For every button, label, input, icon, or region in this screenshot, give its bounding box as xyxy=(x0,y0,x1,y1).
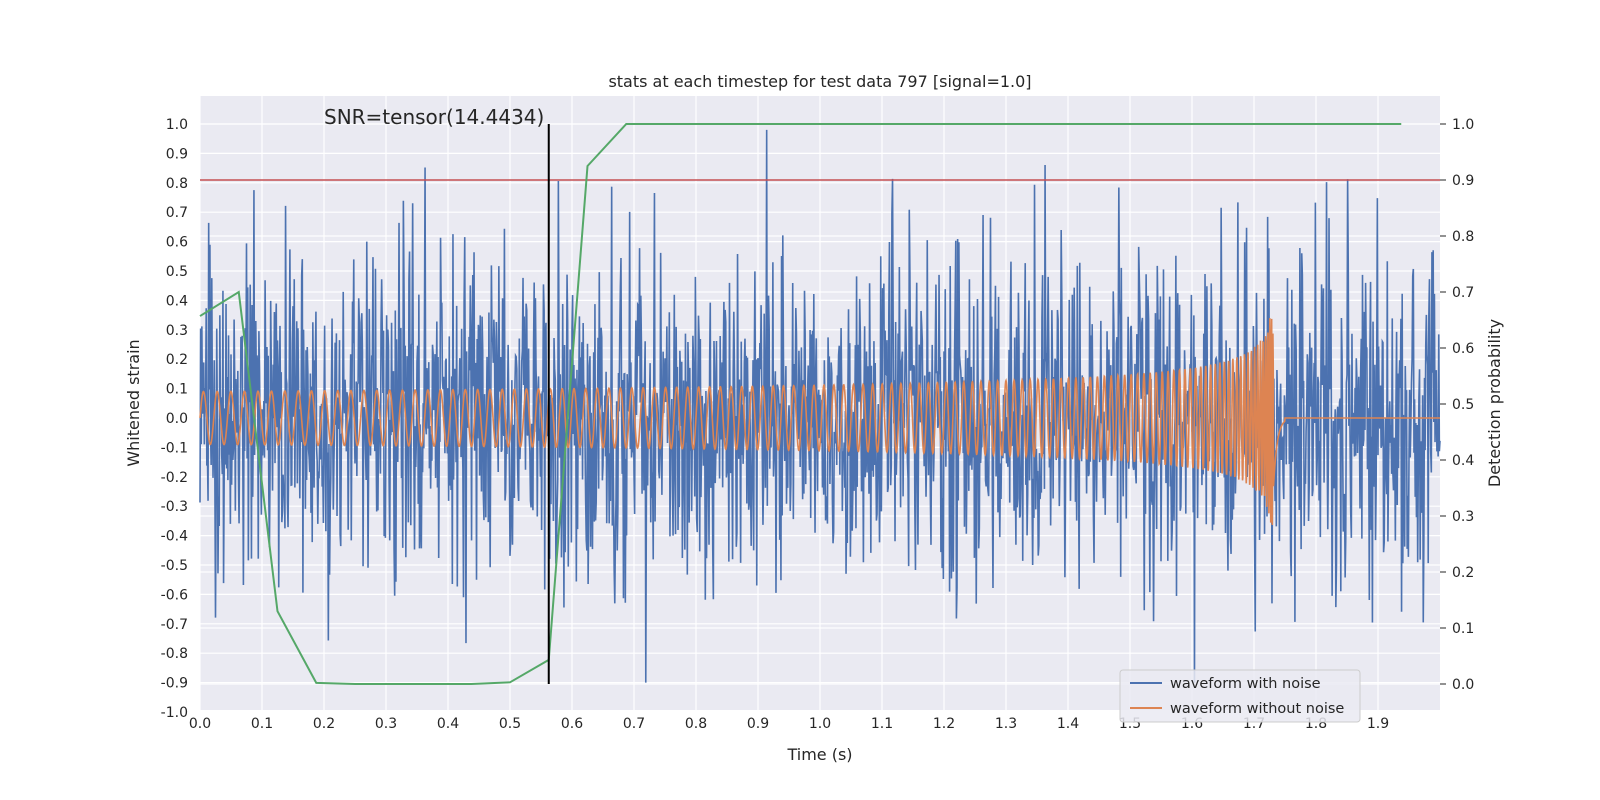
y-tick-label: -0.7 xyxy=(161,617,188,633)
y-tick-label: 1.0 xyxy=(166,117,188,133)
x-tick-label: 1.2 xyxy=(933,716,955,732)
x-tick-label: 1.0 xyxy=(809,716,831,732)
y-tick-label: -0.4 xyxy=(161,529,188,545)
x-tick-label: 0.8 xyxy=(685,716,707,732)
x-tick-label: 1.9 xyxy=(1367,716,1389,732)
x-tick-label: 0.4 xyxy=(437,716,459,732)
y2-tick-label: 1.0 xyxy=(1452,117,1474,133)
chart-title: stats at each timestep for test data 797… xyxy=(608,72,1031,91)
legend-label-clean: waveform without noise xyxy=(1170,701,1344,717)
y-tick-label: -0.9 xyxy=(161,676,188,692)
y-tick-label: -0.2 xyxy=(161,470,188,486)
ticks: 0.0 0.1 0.2 0.3 0.4 0.5 0.6 0.7 0.8 0.9 1.0 1.1 1.2 1… xyxy=(161,117,1475,732)
y-tick-label: -1.0 xyxy=(161,705,188,721)
y-tick-label: 0.6 xyxy=(166,235,188,251)
x-tick-label: 1.4 xyxy=(1057,716,1079,732)
y2-tick-label: 0.1 xyxy=(1452,621,1474,637)
x-tick-label: 0.1 xyxy=(251,716,273,732)
y-tick-label: 0.7 xyxy=(166,205,188,221)
y-tick-label: 0.5 xyxy=(166,264,188,280)
y2-tick-label: 0.2 xyxy=(1452,565,1474,581)
y2-axis-label: Detection probability xyxy=(1485,319,1504,487)
series-waveform-without-noise xyxy=(199,318,1440,525)
series-layer xyxy=(199,123,1441,685)
y2-tick-label: 0.8 xyxy=(1452,229,1474,245)
y-tick-label: 0.8 xyxy=(166,176,188,192)
x-tick-label: 0.2 xyxy=(313,716,335,732)
x-tick-label: 0.9 xyxy=(747,716,769,732)
x-tick-label: 0.3 xyxy=(375,716,397,732)
y-tick-label: -0.6 xyxy=(161,587,188,603)
y-axis-label: Whitened strain xyxy=(124,339,143,466)
y-tick-label: -0.1 xyxy=(161,440,188,456)
y-tick-label: 0.3 xyxy=(166,323,188,339)
legend-box xyxy=(1119,669,1361,723)
series-waveform-with-noise xyxy=(199,129,1441,683)
y-tick-label: -0.8 xyxy=(161,646,188,662)
y2-tick-label: 0.9 xyxy=(1452,173,1474,189)
y-tick-label: 0.4 xyxy=(166,293,188,309)
x-tick-label: 0.0 xyxy=(189,716,211,732)
x-tick-label: 1.3 xyxy=(995,716,1017,732)
x-tick-label: 0.5 xyxy=(499,716,521,732)
y2-tick-label: 0.4 xyxy=(1452,453,1474,469)
y-tick-label: 0.9 xyxy=(166,146,188,162)
y-tick-label: -0.3 xyxy=(161,499,188,515)
x-tick-label: 0.6 xyxy=(561,716,583,732)
series-detection-probability xyxy=(199,123,1402,685)
snr-annotation: SNR=tensor(14.4434) xyxy=(324,105,544,129)
y-tick-label: 0.1 xyxy=(166,382,188,398)
y-tick-label: -0.5 xyxy=(161,558,188,574)
x-tick-label: 0.7 xyxy=(623,716,645,732)
x-axis-label: Time (s) xyxy=(786,745,852,764)
y2-tick-label: 0.6 xyxy=(1452,341,1474,357)
legend-label-noisy: waveform with noise xyxy=(1170,676,1321,692)
legend: waveform with noise waveform without noi… xyxy=(1119,669,1361,723)
y2-tick-label: 0.5 xyxy=(1452,397,1474,413)
y-tick-label: 0.0 xyxy=(166,411,188,427)
y2-tick-label: 0.7 xyxy=(1452,285,1474,301)
y2-tick-label: 0.3 xyxy=(1452,509,1474,525)
x-tick-label: 1.1 xyxy=(871,716,893,732)
y2-tick-label: 0.0 xyxy=(1452,677,1474,693)
y-tick-label: 0.2 xyxy=(166,352,188,368)
